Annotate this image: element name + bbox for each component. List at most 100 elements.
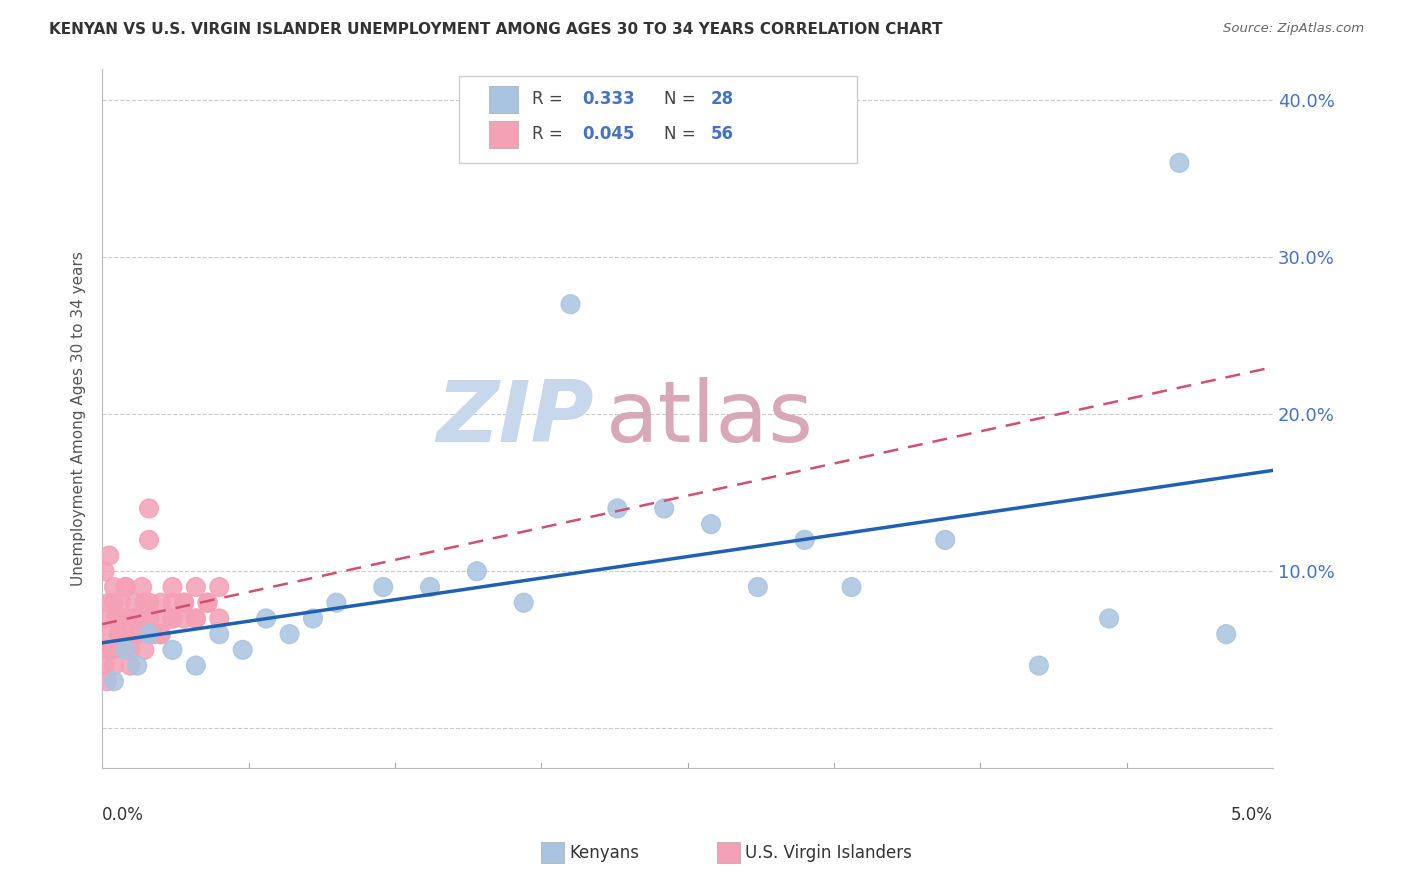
- Ellipse shape: [152, 624, 170, 644]
- Ellipse shape: [163, 609, 181, 628]
- Ellipse shape: [1099, 609, 1119, 628]
- Ellipse shape: [187, 578, 205, 597]
- Ellipse shape: [139, 624, 159, 644]
- Ellipse shape: [139, 609, 159, 628]
- Ellipse shape: [198, 593, 217, 612]
- Ellipse shape: [209, 609, 229, 628]
- Ellipse shape: [145, 624, 163, 644]
- Ellipse shape: [187, 609, 205, 628]
- Ellipse shape: [561, 294, 579, 314]
- Ellipse shape: [420, 578, 440, 597]
- Ellipse shape: [163, 578, 181, 597]
- Ellipse shape: [748, 578, 768, 597]
- Ellipse shape: [1216, 624, 1236, 644]
- Ellipse shape: [1029, 657, 1049, 675]
- Ellipse shape: [163, 640, 181, 659]
- Ellipse shape: [257, 609, 276, 628]
- Ellipse shape: [111, 609, 131, 628]
- Text: 28: 28: [711, 90, 734, 108]
- Ellipse shape: [174, 593, 194, 612]
- Ellipse shape: [117, 640, 135, 659]
- Ellipse shape: [111, 593, 131, 612]
- Ellipse shape: [328, 593, 346, 612]
- Ellipse shape: [936, 531, 955, 549]
- Ellipse shape: [117, 578, 135, 597]
- Text: Kenyans: Kenyans: [569, 844, 640, 862]
- Ellipse shape: [117, 578, 135, 597]
- Ellipse shape: [796, 531, 814, 549]
- Text: 0.333: 0.333: [582, 90, 636, 108]
- Text: N =: N =: [664, 90, 696, 108]
- Ellipse shape: [842, 578, 860, 597]
- Ellipse shape: [121, 657, 139, 675]
- Text: Source: ZipAtlas.com: Source: ZipAtlas.com: [1223, 22, 1364, 36]
- Y-axis label: Unemployment Among Ages 30 to 34 years: Unemployment Among Ages 30 to 34 years: [72, 251, 86, 585]
- Ellipse shape: [374, 578, 392, 597]
- Ellipse shape: [104, 593, 124, 612]
- FancyBboxPatch shape: [488, 121, 517, 147]
- Ellipse shape: [114, 609, 132, 628]
- Ellipse shape: [97, 624, 117, 644]
- Ellipse shape: [152, 593, 170, 612]
- Ellipse shape: [655, 499, 673, 518]
- Ellipse shape: [100, 546, 118, 565]
- Ellipse shape: [304, 609, 322, 628]
- Ellipse shape: [96, 562, 114, 581]
- Ellipse shape: [139, 499, 159, 518]
- Ellipse shape: [132, 578, 152, 597]
- Ellipse shape: [233, 640, 252, 659]
- Ellipse shape: [163, 609, 181, 628]
- Ellipse shape: [125, 593, 145, 612]
- FancyBboxPatch shape: [460, 76, 858, 163]
- Text: 56: 56: [711, 125, 734, 144]
- Ellipse shape: [97, 672, 117, 690]
- Ellipse shape: [96, 657, 114, 675]
- Ellipse shape: [174, 609, 194, 628]
- Ellipse shape: [139, 531, 159, 549]
- Ellipse shape: [187, 609, 205, 628]
- Ellipse shape: [128, 624, 146, 644]
- Ellipse shape: [198, 593, 217, 612]
- Ellipse shape: [131, 609, 149, 628]
- Text: 0.0%: 0.0%: [103, 806, 143, 824]
- Ellipse shape: [103, 640, 121, 659]
- Ellipse shape: [128, 624, 146, 644]
- Ellipse shape: [128, 657, 146, 675]
- Ellipse shape: [117, 640, 135, 659]
- Ellipse shape: [117, 624, 135, 644]
- Ellipse shape: [104, 657, 124, 675]
- Text: atlas: atlas: [606, 376, 814, 459]
- Ellipse shape: [124, 609, 142, 628]
- Ellipse shape: [209, 578, 229, 597]
- Ellipse shape: [96, 609, 114, 628]
- Ellipse shape: [515, 593, 533, 612]
- FancyBboxPatch shape: [488, 86, 517, 112]
- Ellipse shape: [174, 593, 194, 612]
- Ellipse shape: [163, 593, 181, 612]
- Ellipse shape: [702, 515, 720, 533]
- Text: R =: R =: [531, 90, 562, 108]
- Ellipse shape: [152, 624, 170, 644]
- Ellipse shape: [468, 562, 486, 581]
- Text: 0.045: 0.045: [582, 125, 634, 144]
- Ellipse shape: [100, 593, 118, 612]
- Text: 5.0%: 5.0%: [1232, 806, 1272, 824]
- Ellipse shape: [104, 578, 124, 597]
- Ellipse shape: [146, 609, 166, 628]
- Text: R =: R =: [531, 125, 562, 144]
- Ellipse shape: [104, 672, 124, 690]
- Ellipse shape: [1170, 153, 1188, 172]
- Text: U.S. Virgin Islanders: U.S. Virgin Islanders: [745, 844, 912, 862]
- Text: ZIP: ZIP: [436, 376, 593, 459]
- Ellipse shape: [209, 624, 229, 644]
- Ellipse shape: [110, 624, 128, 644]
- Ellipse shape: [135, 593, 153, 612]
- Ellipse shape: [107, 609, 125, 628]
- Ellipse shape: [110, 624, 128, 644]
- Ellipse shape: [121, 640, 139, 659]
- Ellipse shape: [135, 640, 153, 659]
- Ellipse shape: [139, 593, 159, 612]
- Text: N =: N =: [664, 125, 696, 144]
- Ellipse shape: [607, 499, 627, 518]
- Text: KENYAN VS U.S. VIRGIN ISLANDER UNEMPLOYMENT AMONG AGES 30 TO 34 YEARS CORRELATIO: KENYAN VS U.S. VIRGIN ISLANDER UNEMPLOYM…: [49, 22, 942, 37]
